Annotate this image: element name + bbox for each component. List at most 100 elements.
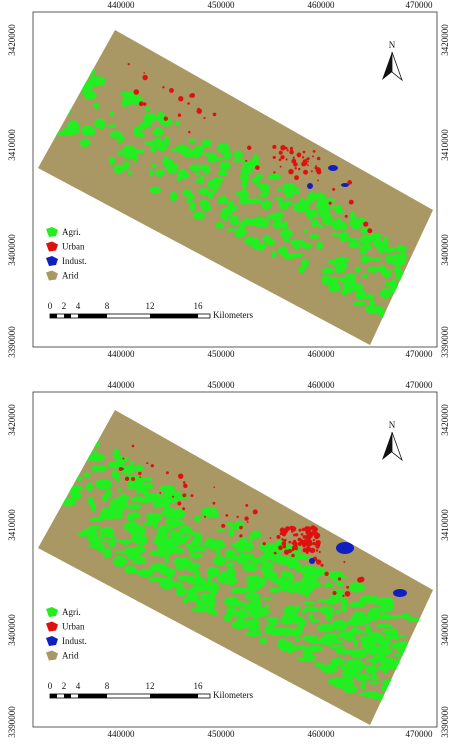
urban-patch xyxy=(312,149,316,153)
urban-patch xyxy=(203,515,207,518)
agri-patch xyxy=(129,512,141,519)
agri-patch xyxy=(102,493,108,502)
agri-patch xyxy=(107,461,124,469)
agri-patch xyxy=(95,478,113,490)
agri-patch xyxy=(335,648,353,655)
agri-patch xyxy=(170,548,184,554)
urban-patch xyxy=(146,462,149,465)
scale-label: 16 xyxy=(194,681,204,691)
agri-patch xyxy=(202,541,220,548)
agri-patch xyxy=(378,264,386,273)
agri-patch xyxy=(243,237,252,244)
agri-patch xyxy=(149,169,154,177)
agri-patch xyxy=(308,613,314,620)
agri-patch xyxy=(288,573,295,582)
agri-patch xyxy=(81,125,94,137)
agri-patch xyxy=(234,227,245,239)
agri-patch xyxy=(213,177,224,182)
urban-patch xyxy=(169,88,174,93)
agri-patch xyxy=(385,656,390,662)
agri-patch xyxy=(252,574,260,582)
agri-patch xyxy=(244,619,261,625)
agri-patch xyxy=(133,148,144,154)
agri-patch xyxy=(108,534,116,539)
agri-patch xyxy=(271,250,277,259)
agri-patch xyxy=(278,197,283,209)
agri-patch xyxy=(83,90,97,100)
scale-segment xyxy=(150,314,198,318)
scale-unit: Kilometers xyxy=(213,690,253,700)
agri-patch xyxy=(114,505,124,517)
agri-patch xyxy=(225,607,237,614)
y-tick-label: 3400000 xyxy=(440,614,450,646)
x-tick-label: 470000 xyxy=(406,380,434,390)
agri-patch xyxy=(231,620,248,630)
urban-patch xyxy=(276,534,281,540)
legend-label: Indust. xyxy=(62,256,87,266)
agri-patch xyxy=(185,535,191,540)
agri-patch xyxy=(303,606,319,613)
agri-patch xyxy=(282,220,288,230)
scale-label: 2 xyxy=(62,301,67,311)
urban-patch xyxy=(296,152,302,158)
agri-patch xyxy=(283,237,290,243)
agri-patch xyxy=(275,212,285,219)
agri-patch xyxy=(328,282,341,293)
legend-swatch xyxy=(46,256,58,266)
agri-patch xyxy=(167,166,177,174)
x-tick-label: 440000 xyxy=(108,729,136,739)
agri-patch xyxy=(250,557,263,564)
y-tick-label: 3410000 xyxy=(440,509,450,541)
urban-patch xyxy=(315,543,320,548)
agri-patch xyxy=(79,138,91,148)
agri-patch xyxy=(363,294,375,300)
agri-patch xyxy=(161,507,177,518)
urban-patch xyxy=(367,228,373,234)
agri-patch xyxy=(148,576,164,583)
agri-patch xyxy=(353,638,358,648)
agri-patch xyxy=(185,193,194,197)
urban-patch xyxy=(287,549,292,554)
urban-patch xyxy=(307,164,309,167)
scale-segment xyxy=(50,314,57,318)
y-tick-label: 3390000 xyxy=(440,706,450,738)
agri-patch xyxy=(119,91,134,96)
agri-patch xyxy=(349,211,356,222)
agri-patch xyxy=(301,258,309,268)
urban-patch xyxy=(285,158,288,161)
agri-patch xyxy=(262,567,272,575)
urban-patch xyxy=(290,530,294,533)
agri-patch xyxy=(107,124,117,128)
agri-patch xyxy=(160,118,173,127)
agri-patch xyxy=(308,635,319,639)
agri-patch xyxy=(168,530,180,537)
agri-patch xyxy=(242,217,253,226)
agri-patch xyxy=(264,604,270,609)
agri-patch xyxy=(191,606,210,613)
agri-patch xyxy=(343,634,356,641)
urban-patch xyxy=(346,585,350,589)
urban-patch xyxy=(280,144,286,151)
agri-patch xyxy=(252,154,259,165)
agri-patch xyxy=(210,609,218,616)
agri-patch xyxy=(349,648,368,659)
legend-swatch xyxy=(46,227,58,237)
urban-patch xyxy=(311,533,314,536)
agri-patch xyxy=(133,125,141,137)
agri-patch xyxy=(134,570,150,575)
agri-patch xyxy=(161,494,180,503)
agri-patch xyxy=(151,163,157,168)
agri-patch xyxy=(316,241,323,251)
scale-segment xyxy=(50,694,57,698)
agri-patch xyxy=(70,491,82,501)
agri-patch xyxy=(393,652,405,657)
agri-patch xyxy=(310,570,323,576)
x-tick-label: 450000 xyxy=(208,380,236,390)
urban-patch xyxy=(177,113,182,117)
agri-patch xyxy=(400,613,412,619)
agri-patch xyxy=(135,525,146,536)
urban-patch xyxy=(312,538,316,542)
agri-patch xyxy=(329,644,346,650)
urban-patch xyxy=(280,155,285,160)
agri-patch xyxy=(310,219,319,227)
